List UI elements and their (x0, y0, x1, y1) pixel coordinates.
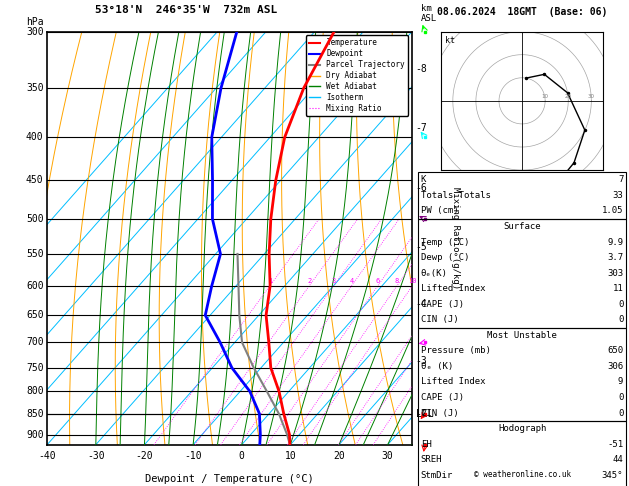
Text: Totals Totals: Totals Totals (421, 191, 491, 200)
Text: 33: 33 (613, 191, 623, 200)
Text: -40: -40 (38, 451, 56, 461)
Text: -51: -51 (607, 440, 623, 449)
Text: 450: 450 (26, 175, 43, 185)
Text: CAPE (J): CAPE (J) (421, 300, 464, 309)
Text: 7: 7 (618, 175, 623, 184)
Text: θₑ (K): θₑ (K) (421, 362, 453, 371)
Text: 11: 11 (613, 284, 623, 293)
Text: 20: 20 (565, 93, 572, 99)
Text: CIN (J): CIN (J) (421, 315, 459, 324)
Text: 9.9: 9.9 (607, 238, 623, 246)
Text: 900: 900 (26, 430, 43, 440)
Text: 4: 4 (349, 278, 353, 284)
Text: km
ASL: km ASL (421, 4, 437, 23)
Text: 9: 9 (618, 378, 623, 386)
Text: 10: 10 (542, 93, 548, 99)
Text: Dewpoint / Temperature (°C): Dewpoint / Temperature (°C) (145, 473, 314, 484)
Text: 3.7: 3.7 (607, 253, 623, 262)
Text: 44: 44 (613, 455, 623, 464)
Text: 30: 30 (382, 451, 394, 461)
Text: kt: kt (445, 36, 455, 45)
Text: Lifted Index: Lifted Index (421, 378, 486, 386)
Text: θₑ(K): θₑ(K) (421, 269, 448, 278)
Text: 345°: 345° (602, 471, 623, 480)
Text: Hodograph: Hodograph (498, 424, 546, 433)
Text: -5: -5 (416, 242, 427, 252)
Text: -3: -3 (416, 356, 427, 366)
Text: Most Unstable: Most Unstable (487, 331, 557, 340)
Text: CIN (J): CIN (J) (421, 409, 459, 417)
Text: 800: 800 (26, 386, 43, 397)
Text: Temp (°C): Temp (°C) (421, 238, 469, 246)
Text: 0: 0 (618, 393, 623, 402)
Text: -6: -6 (416, 183, 427, 193)
Text: 3: 3 (331, 278, 336, 284)
Text: 53°18'N  246°35'W  732m ASL: 53°18'N 246°35'W 732m ASL (95, 5, 277, 15)
Text: 350: 350 (26, 83, 43, 93)
Text: 10: 10 (284, 451, 296, 461)
Text: 303: 303 (607, 269, 623, 278)
Text: 650: 650 (26, 310, 43, 320)
Text: 306: 306 (607, 362, 623, 371)
Text: 0: 0 (618, 315, 623, 324)
Text: 08.06.2024  18GMT  (Base: 06): 08.06.2024 18GMT (Base: 06) (437, 7, 607, 17)
Text: 8: 8 (395, 278, 399, 284)
Text: 600: 600 (26, 281, 43, 291)
Text: 0: 0 (618, 300, 623, 309)
Text: Mixing Ratio (g/kg): Mixing Ratio (g/kg) (451, 187, 460, 289)
Text: 2: 2 (307, 278, 311, 284)
Legend: Temperature, Dewpoint, Parcel Trajectory, Dry Adiabat, Wet Adiabat, Isotherm, Mi: Temperature, Dewpoint, Parcel Trajectory… (306, 35, 408, 116)
Text: 0: 0 (239, 451, 245, 461)
Text: SREH: SREH (421, 455, 442, 464)
Text: 1.05: 1.05 (602, 207, 623, 215)
Text: 0: 0 (618, 409, 623, 417)
Text: 750: 750 (26, 363, 43, 373)
Text: Pressure (mb): Pressure (mb) (421, 347, 491, 355)
Text: 500: 500 (26, 214, 43, 224)
Text: 650: 650 (607, 347, 623, 355)
Text: 10: 10 (408, 278, 416, 284)
Text: -4: -4 (416, 299, 427, 309)
Text: PW (cm): PW (cm) (421, 207, 459, 215)
Text: LCL: LCL (416, 409, 433, 418)
Text: 300: 300 (26, 27, 43, 36)
Text: Dewp (°C): Dewp (°C) (421, 253, 469, 262)
Text: 550: 550 (26, 249, 43, 259)
Text: hPa: hPa (26, 17, 43, 27)
Text: 400: 400 (26, 132, 43, 142)
Text: -30: -30 (87, 451, 104, 461)
Text: -7: -7 (416, 123, 427, 133)
Text: 20: 20 (333, 451, 345, 461)
Text: K: K (421, 175, 426, 184)
Text: 700: 700 (26, 337, 43, 347)
Text: 6: 6 (376, 278, 380, 284)
Text: -10: -10 (184, 451, 202, 461)
Text: -8: -8 (416, 64, 427, 74)
Text: 30: 30 (588, 93, 595, 99)
Text: -2: -2 (416, 409, 427, 418)
Text: EH: EH (421, 440, 431, 449)
Text: Surface: Surface (503, 222, 541, 231)
Text: CAPE (J): CAPE (J) (421, 393, 464, 402)
Text: 850: 850 (26, 409, 43, 418)
Text: -20: -20 (136, 451, 153, 461)
Text: © weatheronline.co.uk: © weatheronline.co.uk (474, 469, 571, 479)
Text: StmDir: StmDir (421, 471, 453, 480)
Text: 1: 1 (268, 278, 272, 284)
Text: Lifted Index: Lifted Index (421, 284, 486, 293)
